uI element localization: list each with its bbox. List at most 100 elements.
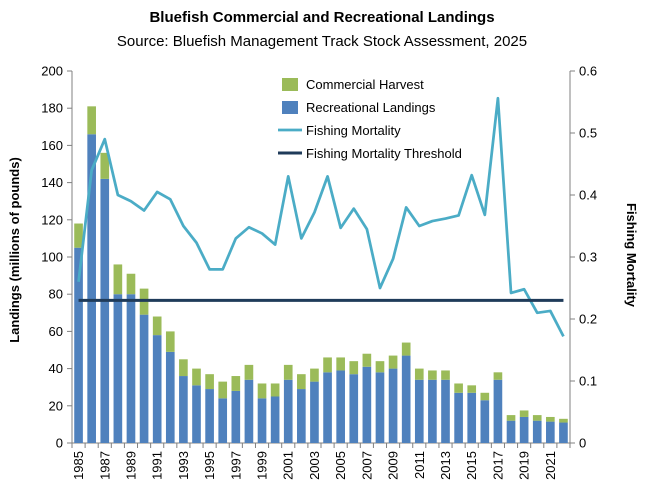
- y2-tick-label: 0.3: [579, 250, 597, 265]
- y-tick-label: 0: [56, 436, 63, 451]
- recreational-landings-bar: [87, 134, 96, 444]
- recreational-landings-bar: [113, 294, 123, 443]
- recreational-landings-bar: [375, 372, 385, 443]
- commercial-harvest-bar: [165, 331, 175, 352]
- recreational-landings-bar: [165, 351, 175, 443]
- chart-subtitle: Source: Bluefish Management Track Stock …: [117, 33, 527, 50]
- recreational-landings-bar: [388, 368, 398, 443]
- x-tick-label: 2015: [464, 451, 479, 480]
- commercial-harvest-bar: [270, 383, 280, 397]
- y-tick-label: 160: [41, 138, 63, 153]
- commercial-harvest-bar: [87, 106, 96, 135]
- commercial-harvest-bar: [454, 383, 463, 393]
- y2-tick-label: 0.1: [579, 374, 597, 389]
- x-tick-label: 1991: [150, 451, 165, 480]
- commercial-harvest-bar: [349, 361, 359, 375]
- y2-tick-label: 0.5: [579, 126, 597, 141]
- commercial-harvest-bar: [532, 415, 542, 421]
- commercial-harvest-bar: [323, 357, 332, 373]
- plot-area: 0 20 40 60 80 100 120 140 160 180 200 0 0.1 0.2 0.3 0.4…: [41, 64, 597, 480]
- recreational-landings-bar: [506, 420, 516, 443]
- recreational-landings-bar: [139, 314, 149, 443]
- commercial-harvest-bar: [336, 357, 345, 371]
- x-tick-label: 1985: [71, 451, 86, 480]
- fishing-mortality-line: [77, 96, 565, 337]
- legend-label-commercial-harvest: Commercial Harvest: [306, 77, 424, 92]
- recreational-landings-bar: [218, 398, 228, 443]
- x-tick-label: 1997: [228, 451, 243, 480]
- x-tick-label: 2011: [412, 451, 427, 479]
- recreational-landings-bar: [401, 355, 411, 443]
- y-tick-label: 140: [41, 175, 63, 190]
- commercial-harvest-bar: [362, 353, 372, 367]
- recreational-landings-bar: [559, 422, 568, 443]
- y-tick-label: 20: [49, 398, 63, 413]
- commercial-harvest-bar: [244, 364, 254, 380]
- commercial-harvest-bar: [179, 359, 188, 377]
- legend-label-fishing-mortality: Fishing Mortality: [306, 123, 401, 138]
- y-tick-label: 100: [41, 250, 63, 265]
- recreational-landings-bar: [126, 294, 136, 443]
- commercial-harvest-bar: [297, 374, 306, 390]
- commercial-harvest-bar: [257, 383, 267, 399]
- legend-label-recreational-landings: Recreational Landings: [306, 100, 436, 115]
- legend-swatch-commercial-harvest: [282, 78, 298, 91]
- y2-tick-label: 0: [579, 436, 586, 451]
- y-tick-label: 60: [49, 324, 63, 339]
- commercial-harvest-bar: [205, 374, 214, 390]
- y2-tick-label: 0.4: [579, 188, 597, 203]
- x-tick-label: 2019: [517, 451, 532, 480]
- commercial-harvest-bar: [231, 376, 241, 391]
- commercial-harvest-bar: [519, 410, 529, 417]
- legend-label-fishing-mortality-threshold: Fishing Mortality Threshold: [306, 146, 462, 161]
- recreational-landings-bar: [480, 400, 490, 443]
- recreational-landings-bar: [362, 366, 372, 443]
- y-tick-label: 80: [49, 287, 63, 302]
- recreational-landings-bar: [467, 392, 477, 443]
- x-tick-label: 2003: [307, 451, 322, 480]
- commercial-harvest-bar: [126, 273, 136, 295]
- recreational-landings-bar: [310, 381, 319, 443]
- y-tick-label: 120: [41, 212, 63, 227]
- recreational-landings-bar: [336, 370, 345, 443]
- commercial-harvest-bar: [480, 392, 490, 401]
- recreational-landings-bar: [192, 385, 201, 443]
- commercial-harvest-bar: [388, 355, 398, 369]
- commercial-harvest-bar: [493, 372, 503, 380]
- x-tick-label: 2013: [438, 451, 453, 480]
- recreational-landings-bar: [454, 392, 463, 443]
- commercial-harvest-bar: [546, 416, 555, 422]
- commercial-harvest-bar: [113, 264, 123, 295]
- commercial-harvest-bar: [414, 368, 424, 380]
- legend-swatch-recreational-landings: [282, 101, 298, 114]
- recreational-landings-bar: [283, 379, 293, 443]
- legend: Commercial Harvest Recreational Landings F…: [278, 77, 462, 161]
- recreational-landings-bar: [323, 372, 332, 443]
- y-tick-label: 200: [41, 64, 63, 79]
- x-tick-label: 2009: [386, 451, 401, 480]
- commercial-harvest-bar: [401, 342, 411, 356]
- commercial-harvest-bar: [310, 368, 319, 382]
- recreational-landings-bar: [244, 379, 254, 443]
- commercial-harvest-bar: [506, 415, 516, 421]
- y2-tick-label: 0.2: [579, 312, 597, 327]
- commercial-harvest-bar: [100, 152, 110, 179]
- recreational-landings-bar: [441, 379, 450, 443]
- x-tick-label: 1993: [176, 451, 191, 480]
- recreational-landings-bar: [179, 376, 188, 443]
- x-tick-label: 2005: [333, 451, 348, 480]
- commercial-harvest-bar: [467, 385, 477, 393]
- recreational-landings-bar: [231, 390, 241, 443]
- commercial-harvest-bar: [428, 370, 437, 380]
- commercial-harvest-bar: [192, 368, 201, 386]
- chart-title: Bluefish Commercial and Recreational Lan…: [149, 9, 494, 26]
- x-tick-label: 2001: [281, 451, 296, 480]
- x-tick-label: 1995: [202, 451, 217, 480]
- commercial-harvest-bar: [152, 316, 162, 336]
- x-tick-label: 2017: [490, 451, 505, 480]
- recreational-landings-bar: [414, 379, 424, 443]
- recreational-landings-bar: [257, 398, 267, 443]
- recreational-landings-bar: [428, 379, 437, 443]
- y2-axis-title: Fishing Mortality: [624, 203, 639, 308]
